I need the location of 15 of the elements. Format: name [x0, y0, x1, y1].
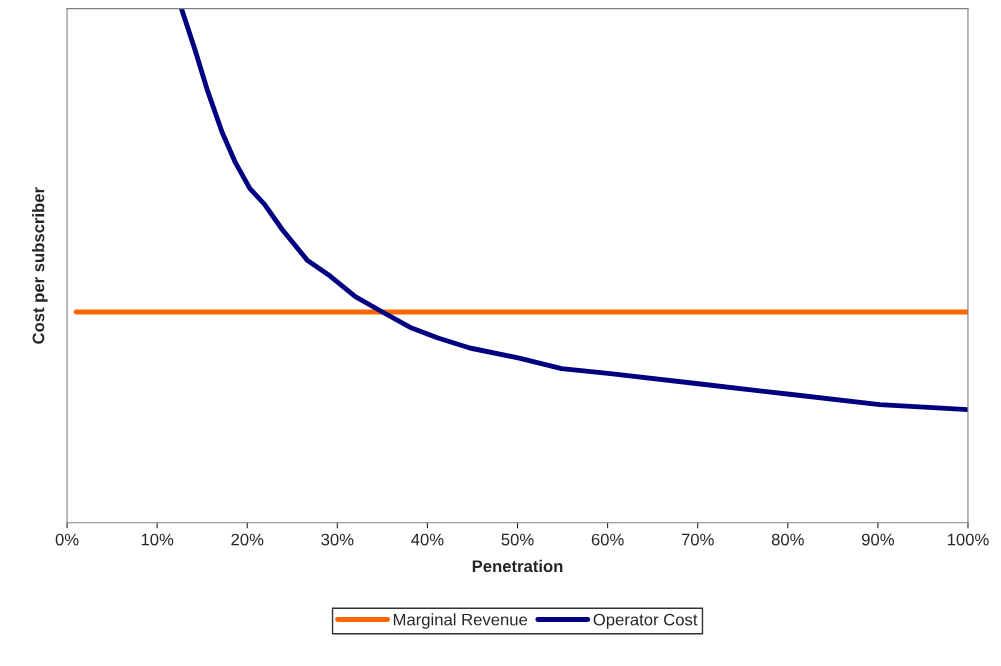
y-axis-title: Cost per subscriber: [32, 187, 48, 344]
legend-label: Operator Cost: [593, 613, 698, 629]
x-tick-label: 90%: [861, 533, 894, 546]
x-tick-label: 30%: [321, 533, 354, 546]
x-tick-label: 40%: [411, 533, 444, 546]
legend-label: Marginal Revenue: [393, 613, 528, 629]
x-axis-title: Penetration: [472, 559, 563, 573]
x-tick-label: 50%: [501, 533, 534, 546]
x-tick-label: 20%: [231, 533, 264, 546]
x-tick-label: 0%: [55, 533, 79, 546]
x-tick-label: 100%: [947, 533, 989, 546]
x-tick-label: 70%: [681, 533, 714, 546]
x-tick-label: 10%: [141, 533, 174, 546]
x-tick-label: 60%: [591, 533, 624, 546]
x-tick-label: 80%: [771, 533, 804, 546]
